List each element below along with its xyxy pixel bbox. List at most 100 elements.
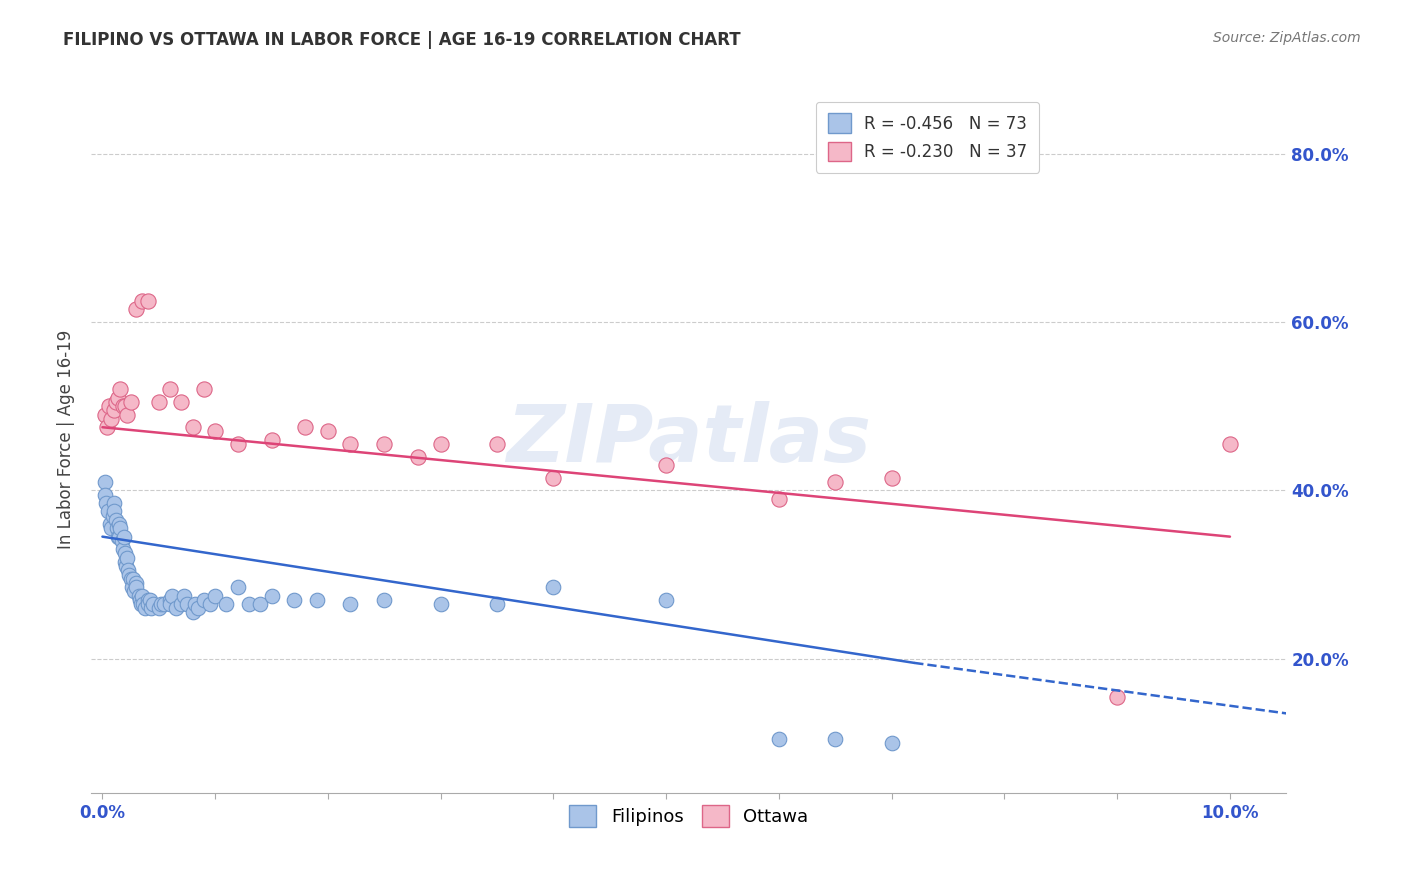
Point (198, 597, 221, 611)
Point (128, 592, 150, 607)
Point (249, 597, 271, 611)
Point (115, 408, 138, 422)
Point (142, 597, 165, 611)
Point (98, 399, 121, 413)
Point (108, 516, 131, 531)
Point (120, 395, 142, 409)
Point (117, 563, 139, 577)
Point (125, 576, 148, 591)
Point (112, 530, 135, 544)
Point (187, 601, 209, 615)
Point (121, 580, 143, 594)
Point (108, 530, 131, 544)
Point (139, 592, 162, 607)
Point (134, 601, 156, 615)
Point (880, 471, 903, 485)
Point (226, 580, 249, 594)
Point (768, 731, 790, 746)
Point (114, 555, 136, 569)
Point (339, 597, 361, 611)
Point (101, 508, 124, 523)
Point (162, 589, 184, 603)
Point (103, 504, 125, 518)
Point (294, 420, 316, 434)
Point (768, 491, 790, 506)
Point (1219, 437, 1241, 451)
Point (655, 458, 678, 472)
Point (125, 302, 148, 317)
Point (339, 437, 361, 451)
Point (136, 293, 159, 308)
Point (107, 530, 129, 544)
Point (170, 597, 193, 611)
Point (131, 293, 153, 308)
Point (215, 597, 238, 611)
Point (159, 597, 181, 611)
Point (105, 521, 128, 535)
Point (100, 412, 122, 426)
Point (159, 592, 181, 607)
Point (111, 399, 134, 413)
Point (110, 533, 132, 548)
Point (107, 391, 129, 405)
Point (173, 589, 195, 603)
Point (181, 420, 204, 434)
Point (125, 580, 148, 594)
Point (429, 597, 451, 611)
Point (104, 395, 127, 409)
Point (110, 521, 132, 535)
Point (97, 504, 120, 518)
Point (193, 592, 215, 607)
Point (93, 475, 115, 489)
Point (114, 546, 136, 560)
Point (238, 597, 260, 611)
Point (373, 592, 395, 607)
Point (159, 382, 181, 396)
Point (136, 592, 159, 607)
Point (824, 731, 846, 746)
Point (118, 567, 141, 582)
Point (184, 597, 207, 611)
Point (93, 408, 115, 422)
Point (93, 487, 115, 501)
Point (204, 425, 226, 439)
Point (136, 597, 159, 611)
Point (176, 597, 198, 611)
Y-axis label: In Labor Force | Age 16-19: In Labor Force | Age 16-19 (58, 330, 75, 549)
Point (283, 592, 305, 607)
Point (120, 572, 142, 586)
Point (103, 496, 125, 510)
Point (122, 584, 145, 599)
Point (260, 589, 283, 603)
Legend: Filipinos, Ottawa: Filipinos, Ottawa (562, 797, 815, 834)
Point (655, 592, 678, 607)
Text: ZIPatlas: ZIPatlas (506, 401, 872, 479)
Point (373, 437, 395, 451)
Point (128, 589, 150, 603)
Point (486, 597, 509, 611)
Point (170, 395, 193, 409)
Point (98, 516, 121, 531)
Point (193, 382, 215, 396)
Point (316, 425, 339, 439)
Point (132, 597, 155, 611)
Point (94, 496, 117, 510)
Point (543, 471, 565, 485)
Point (148, 395, 170, 409)
Point (110, 382, 132, 396)
Point (165, 601, 187, 615)
Point (115, 550, 138, 565)
Point (131, 589, 153, 603)
Point (104, 513, 127, 527)
Text: FILIPINO VS OTTAWA IN LABOR FORCE | AGE 16-19 CORRELATION CHART: FILIPINO VS OTTAWA IN LABOR FORCE | AGE … (63, 31, 741, 49)
Point (824, 475, 846, 489)
Point (486, 437, 509, 451)
Point (148, 601, 170, 615)
Point (429, 437, 451, 451)
Point (153, 597, 176, 611)
Text: Source: ZipAtlas.com: Source: ZipAtlas.com (1213, 31, 1361, 45)
Point (260, 433, 283, 447)
Point (139, 601, 162, 615)
Point (111, 542, 134, 557)
Point (1107, 690, 1129, 704)
